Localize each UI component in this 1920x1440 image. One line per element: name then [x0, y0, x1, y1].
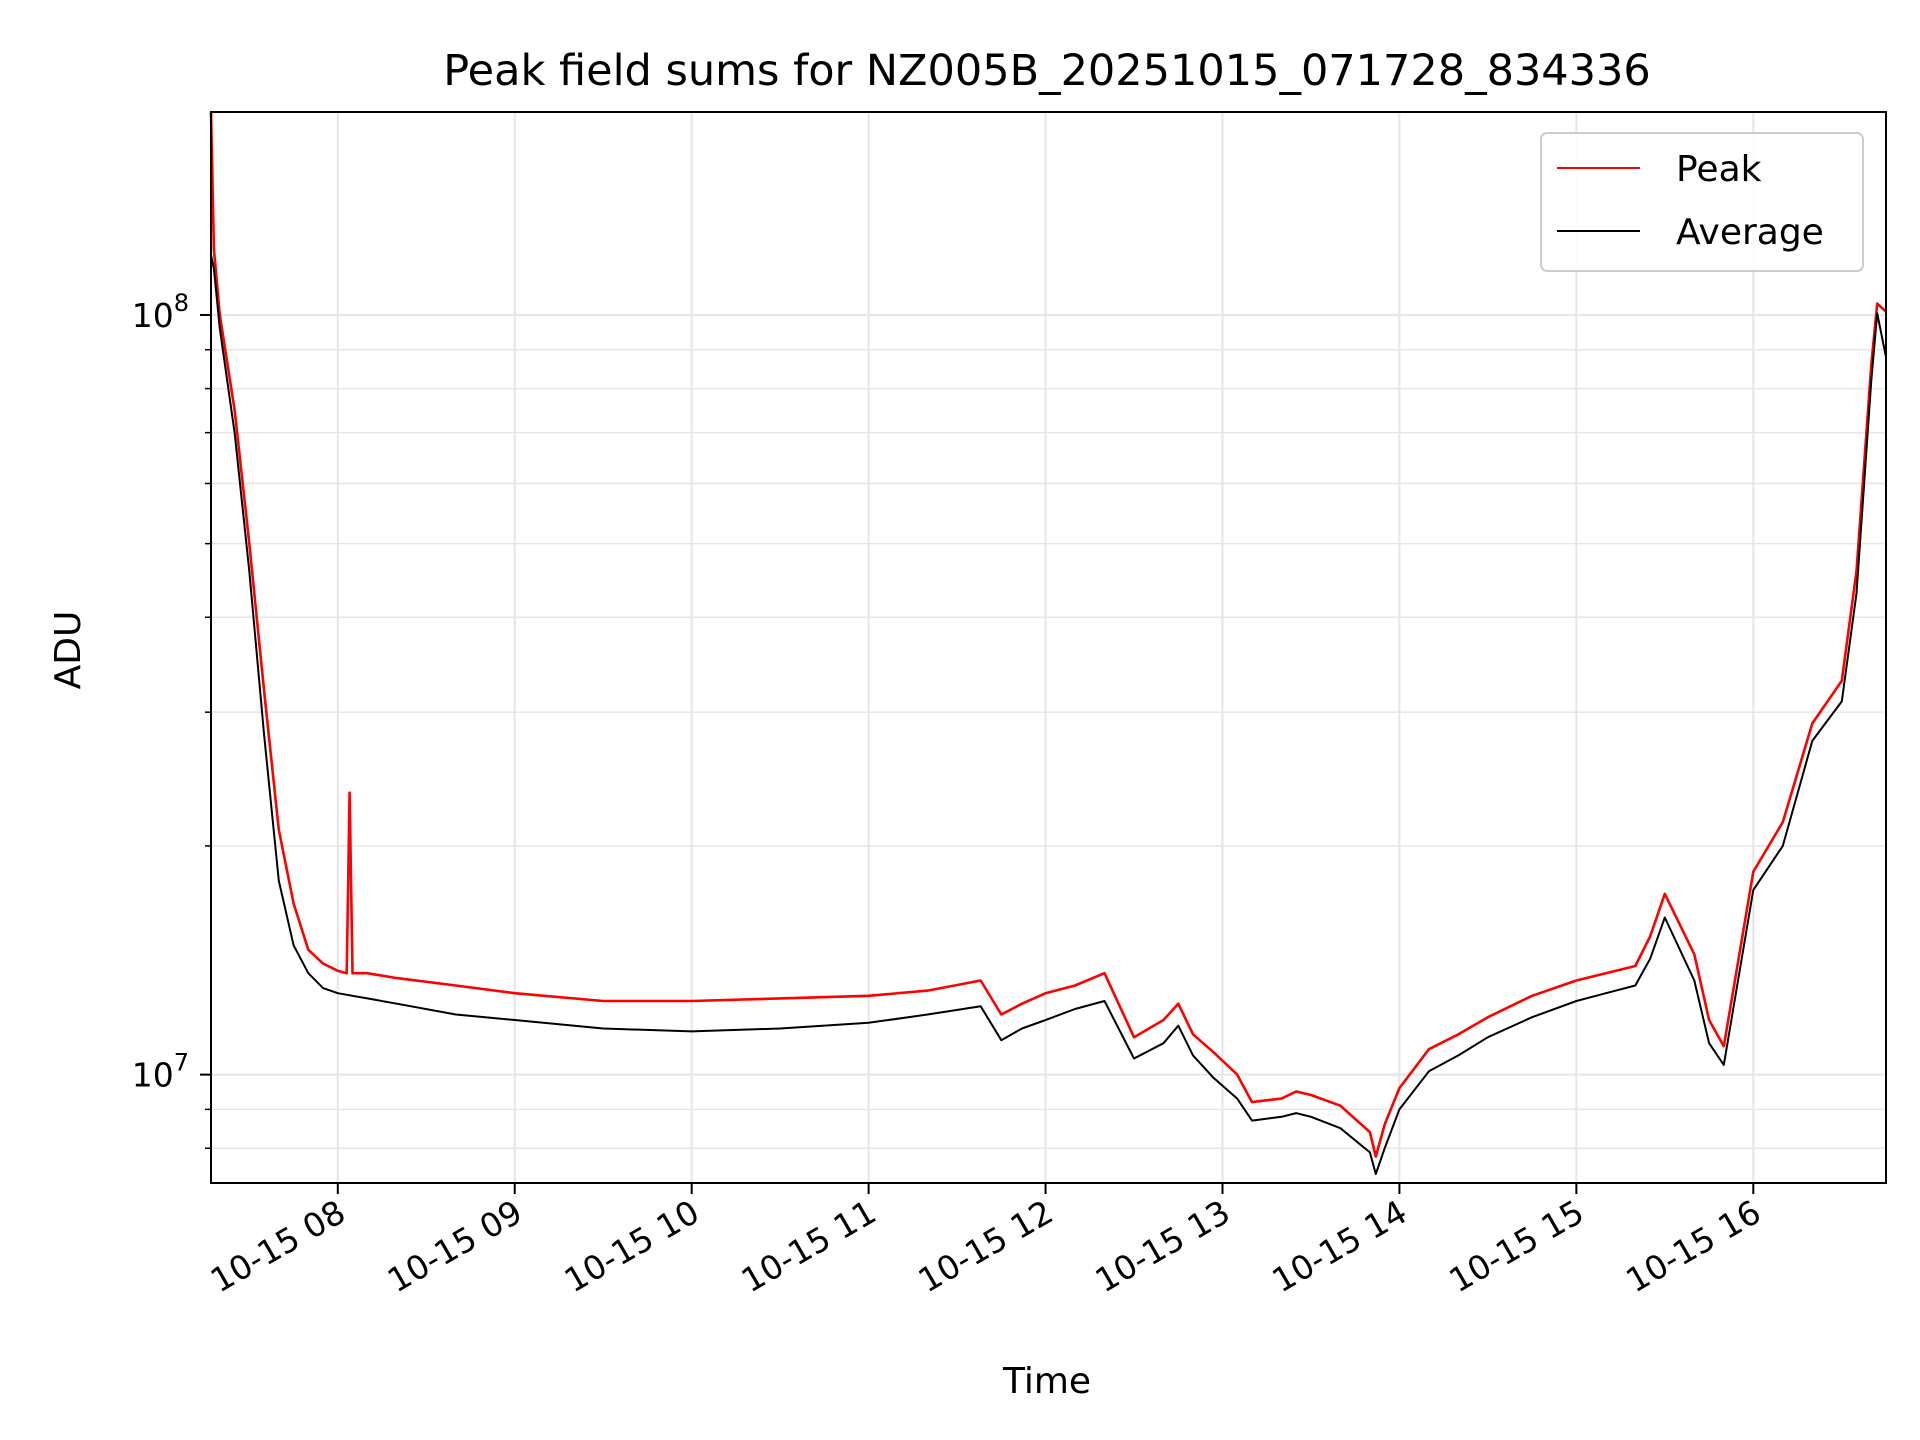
series-line-average	[210, 254, 1887, 1175]
chart-title: Peak field sums for NZ005B_20251015_0717…	[443, 46, 1651, 96]
series-group	[209, 111, 1887, 1175]
series-line-peak	[209, 111, 1887, 1158]
x-axis-label: Time	[1002, 1361, 1091, 1402]
legend-peak-label: Peak	[1676, 149, 1762, 190]
y-axis-label: ADU	[48, 611, 89, 690]
legend-average-label: Average	[1676, 212, 1824, 253]
grid	[211, 112, 1886, 1183]
y-tick-label: 108	[132, 289, 189, 335]
y-tick-label: 107	[132, 1049, 189, 1095]
plot-frame	[210, 111, 1887, 1184]
legend: Peak Average	[1540, 132, 1864, 272]
